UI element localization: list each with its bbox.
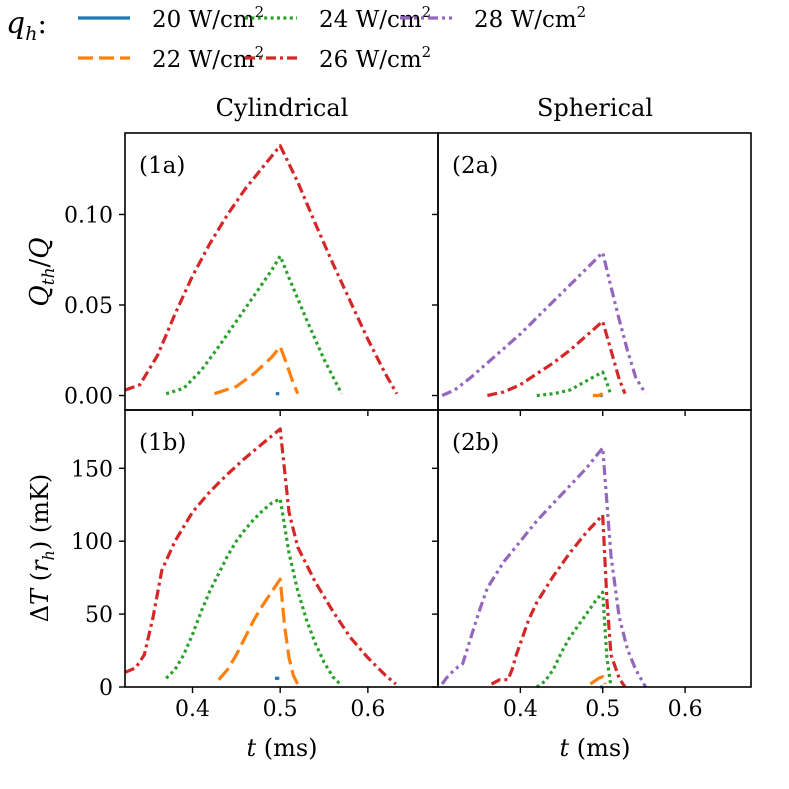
legend: qh: 20 W/cm2 22 W/cm2 24 W/cm2 26 W/cm2 28 W… bbox=[6, 3, 586, 73]
legend-entry-22: 22 W/cm2 bbox=[78, 43, 264, 73]
legend-entry-20: 20 W/cm2 bbox=[78, 3, 264, 33]
ytick-label-1b-50: 50 bbox=[85, 603, 113, 628]
series-2a-q26 bbox=[487, 319, 627, 398]
series-2a-q28 bbox=[441, 250, 647, 397]
xtick-label-1b-0.5: 0.5 bbox=[263, 697, 298, 722]
ytick-label-1b-0: 0 bbox=[99, 676, 113, 701]
series-2a-q24 bbox=[536, 370, 613, 398]
panel-label-2b: (2b) bbox=[452, 430, 499, 456]
bottom-ylabel: ΔT (rh) (mK) bbox=[26, 474, 58, 623]
panel-label-1b: (1b) bbox=[139, 430, 186, 456]
legend-entry-28: 28 W/cm2 bbox=[400, 3, 586, 33]
xtick-label-1b-0.4: 0.4 bbox=[175, 697, 210, 722]
panel-2b: (2b) bbox=[440, 430, 647, 689]
series-2b-q24 bbox=[535, 590, 613, 689]
column-title-spherical: Spherical bbox=[537, 94, 653, 122]
legend-prefix-symbol: q bbox=[6, 6, 25, 41]
legend-label-20: 20 W/cm2 bbox=[152, 3, 264, 33]
column-title-cylindrical: Cylindrical bbox=[216, 94, 349, 122]
series-2a-q22 bbox=[592, 392, 604, 398]
panel-2a: (2a) bbox=[441, 153, 647, 398]
legend-prefix-subscript: h bbox=[25, 23, 37, 45]
series-1b-q26 bbox=[124, 427, 397, 686]
xtick-label-2b-0.5: 0.5 bbox=[585, 697, 620, 722]
panel-1b: (1b) bbox=[124, 427, 397, 687]
series-layer: (1a) (2a) (1b) (2b) bbox=[124, 144, 647, 689]
panel-1a: (1a) bbox=[124, 144, 399, 396]
legend-entry-26: 26 W/cm2 bbox=[245, 43, 431, 73]
series-1a-q22 bbox=[213, 345, 300, 396]
series-1a-q24 bbox=[165, 254, 344, 396]
xtick-label-2b-0.6: 0.6 bbox=[668, 697, 703, 722]
xtick-label-2b-0.4: 0.4 bbox=[503, 697, 538, 722]
xlabel-left: t (ms) bbox=[246, 734, 317, 762]
series-1b-q24 bbox=[165, 497, 343, 687]
legend-label-28: 28 W/cm2 bbox=[474, 3, 586, 33]
series-1b-q22 bbox=[217, 577, 300, 685]
legend-label-26: 26 W/cm2 bbox=[319, 43, 431, 73]
xlabel-right: t (ms) bbox=[559, 734, 630, 762]
panel-2b-frame bbox=[437, 409, 752, 688]
series-1a-q26 bbox=[124, 144, 399, 395]
ytick-label-1b-150: 150 bbox=[71, 457, 113, 482]
legend-label-22: 22 W/cm2 bbox=[152, 43, 264, 73]
legend-label-24: 24 W/cm2 bbox=[319, 3, 431, 33]
ytick-label-1a-0.05: 0.05 bbox=[64, 294, 113, 319]
legend-prefix: qh: bbox=[6, 6, 47, 45]
series-2b-q26 bbox=[490, 513, 627, 688]
series-2b-q28 bbox=[440, 446, 647, 688]
ytick-label-1a-0.00: 0.00 bbox=[64, 385, 113, 410]
ytick-label-1b-100: 100 bbox=[71, 530, 113, 555]
legend-entry-24: 24 W/cm2 bbox=[245, 3, 431, 33]
ytick-label-1a-0.10: 0.10 bbox=[64, 203, 113, 228]
panel-label-1a: (1a) bbox=[139, 153, 185, 179]
tick-layer: 0.4 0.5 0.6 0.4 0.5 0.6 0.00 0.05 0.10 0 50 100 150 bbox=[64, 203, 703, 722]
top-ylabel: Qth/Q bbox=[25, 237, 59, 306]
legend-entries: 20 W/cm2 22 W/cm2 24 W/cm2 26 W/cm2 28 W/cm2 bbox=[78, 3, 586, 73]
series-2b-q22 bbox=[589, 675, 607, 686]
panel-label-2a: (2a) bbox=[452, 153, 498, 179]
xtick-label-1b-0.6: 0.6 bbox=[350, 697, 385, 722]
